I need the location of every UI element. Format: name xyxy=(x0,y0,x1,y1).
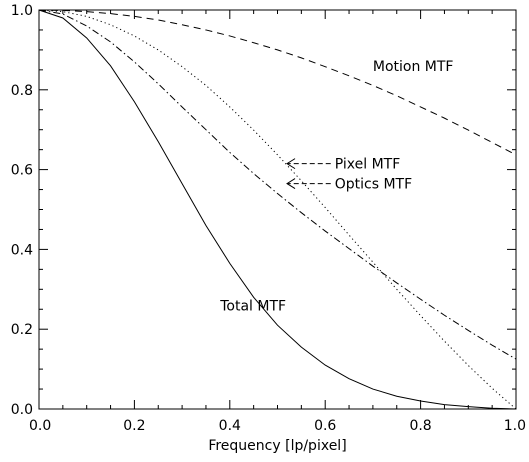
pixel-mtf-line xyxy=(38,9,517,410)
x-tick-label: 0.2 xyxy=(123,418,145,434)
y-tick-label: 0.6 xyxy=(11,163,33,179)
series-lines xyxy=(38,9,517,410)
pixel-annotation-arrow-head xyxy=(286,158,296,170)
x-tick-label: 0.0 xyxy=(29,418,51,434)
x-axis-title: Frequency [lp/pixel] xyxy=(208,438,346,454)
y-tick-label: 0.8 xyxy=(11,83,33,99)
annotations: Motion MTF Pixel MTF Optics MTF Total MTF xyxy=(219,59,453,314)
y-tick-labels: 0.0 0.2 0.4 0.6 0.8 1.0 xyxy=(11,3,33,418)
motion-mtf-line xyxy=(38,9,517,156)
y-tick-label: 0.0 xyxy=(11,402,33,418)
x-tick-label: 0.4 xyxy=(219,418,241,434)
pixel-mtf-annotation: Pixel MTF xyxy=(335,157,401,173)
total-mtf-annotation: Total MTF xyxy=(219,298,286,314)
optics-annotation-arrow-head xyxy=(286,178,296,189)
motion-mtf-annotation: Motion MTF xyxy=(373,59,454,75)
x-tick-label: 1.0 xyxy=(504,418,526,434)
optics-mtf-line xyxy=(38,9,517,360)
x-tick-labels: 0.0 0.2 0.4 0.6 0.8 1.0 xyxy=(29,418,526,434)
x-tick-label: 0.8 xyxy=(409,418,431,434)
total-mtf-line xyxy=(38,9,517,410)
tick-marks xyxy=(38,9,517,410)
y-tick-label: 0.4 xyxy=(11,242,33,258)
optics-mtf-annotation: Optics MTF xyxy=(335,177,412,193)
y-tick-label: 1.0 xyxy=(11,3,33,19)
y-tick-label: 0.2 xyxy=(11,322,33,338)
x-tick-label: 0.6 xyxy=(314,418,336,434)
